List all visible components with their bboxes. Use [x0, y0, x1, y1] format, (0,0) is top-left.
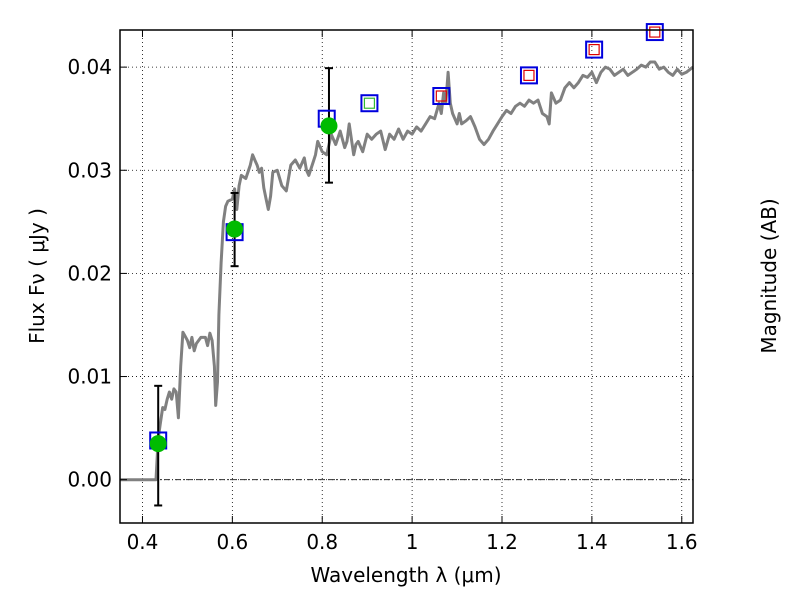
model-inner-square [588, 43, 600, 56]
model-inner-square [649, 26, 661, 38]
x-tick-label: 1.2 [486, 530, 518, 554]
model-square [519, 66, 538, 85]
right-axis-title: Magnitude (AB) [757, 198, 781, 353]
model-point [432, 87, 451, 106]
model-square [360, 94, 379, 113]
model-point [585, 40, 604, 59]
model-inner-square [523, 69, 535, 81]
x-tick-label: 0.6 [216, 530, 248, 554]
y-axis-title: Flux Fν ( μJy ) [25, 208, 49, 344]
x-tick-label: 1 [406, 530, 419, 554]
model-inner-square [435, 90, 447, 102]
y-tick-label: 0.04 [67, 55, 112, 79]
x-tick-label: 1.6 [666, 530, 698, 554]
y-axis-ticks: 0.00 0.01 0.02 0.03 0.04 [67, 55, 127, 492]
model-square [645, 23, 664, 42]
y-tick-label: 0.02 [67, 261, 112, 285]
model-square [432, 87, 451, 106]
y-tick-label: 0.01 [67, 365, 112, 389]
x-tick-label: 0.4 [127, 530, 159, 554]
model-square [585, 40, 604, 59]
plot-frame [119, 29, 694, 524]
y-tick-label: 0.03 [67, 158, 112, 182]
model-point [645, 23, 664, 42]
model-point [519, 66, 538, 85]
y-tick-label: 0.00 [67, 468, 112, 492]
observed-point [149, 435, 167, 453]
x-tick-label: 1.4 [576, 530, 608, 554]
model-spectrum-line [120, 60, 694, 482]
x-axis-title: Wavelength λ (μm) [310, 563, 501, 587]
model-point [360, 94, 379, 113]
model-inner-square [363, 97, 376, 109]
x-axis-ticks: 0.4 0.6 0.8 1 1.2 1.4 1.6 [127, 30, 698, 554]
plot-background [120, 30, 693, 523]
observed-point [320, 117, 338, 135]
observed-photometry-points [149, 117, 338, 453]
observed-point [226, 220, 244, 238]
x-tick-label: 0.8 [306, 530, 338, 554]
